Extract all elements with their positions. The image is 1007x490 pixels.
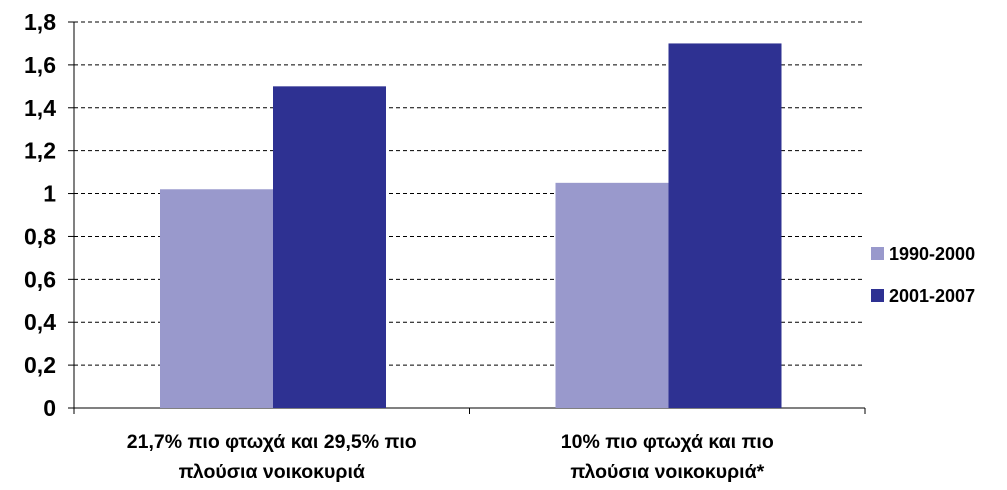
y-axis-ticks: 0 0,2 0,4 0,6 0,8 1 1,2 1,4 1,6 1,8 — [24, 9, 56, 421]
y-tick-label: 0,2 — [24, 352, 56, 378]
y-tick-label: 1,6 — [24, 52, 56, 78]
y-tick-label: 1,2 — [24, 138, 56, 164]
bars — [160, 43, 782, 408]
legend-label: 1990-2000 — [889, 244, 975, 264]
y-tick-label: 0 — [43, 395, 56, 421]
x-axis-labels: 21,7% πιο φτωχά και 29,5% πιο πλούσια νοι… — [127, 431, 774, 483]
bar-1990-2000-cat1 — [555, 182, 669, 408]
x-category-label: 21,7% πιο φτωχά και 29,5% πιο — [127, 431, 417, 453]
x-category-label: 10% πιο φτωχά και πιο — [561, 431, 774, 453]
y-tick-label: 1,4 — [24, 95, 56, 121]
legend-swatch-1990-2000 — [871, 247, 884, 260]
bar-2001-2007-cat0 — [273, 86, 386, 408]
y-tick-label: 1 — [43, 181, 56, 207]
legend: 1990-2000 2001-2007 — [871, 244, 975, 306]
y-tick-label: 0,8 — [24, 223, 56, 249]
legend-label: 2001-2007 — [889, 286, 975, 306]
x-category-label: πλούσια νοικοκυριά — [179, 461, 365, 483]
y-tick-label: 0,6 — [24, 266, 56, 292]
x-category-label: πλούσια νοικοκυριά* — [570, 461, 764, 483]
bar-1990-2000-cat0 — [160, 189, 273, 408]
y-tick-label: 1,8 — [24, 9, 56, 35]
legend-swatch-2001-2007 — [871, 289, 884, 302]
bar-2001-2007-cat1 — [668, 43, 782, 408]
y-tick-label: 0,4 — [24, 309, 56, 335]
